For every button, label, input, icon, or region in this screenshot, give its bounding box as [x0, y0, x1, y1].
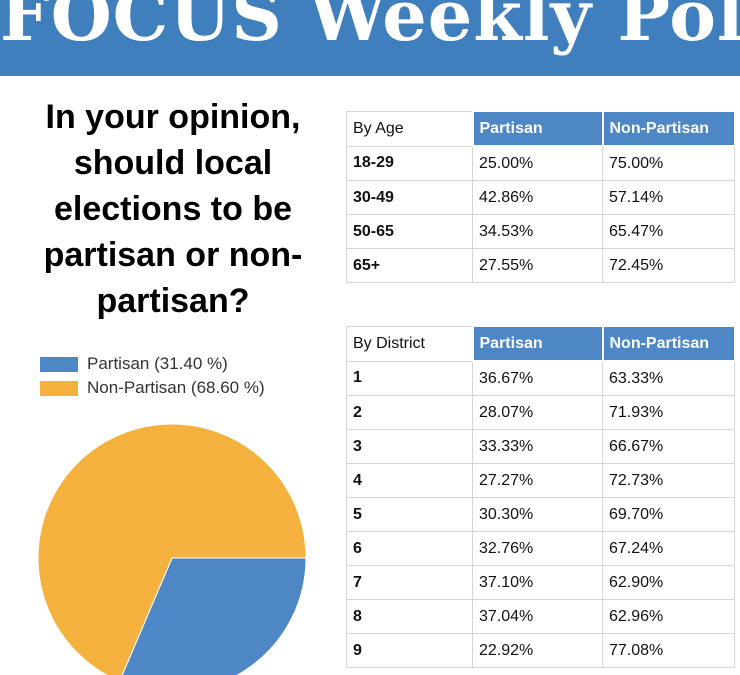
age-group: 18-29	[346, 145, 473, 181]
non-partisan-value: 72.45%	[602, 248, 735, 283]
district-table-header-partisan: Partisan	[471, 325, 604, 362]
pie-slice-partisan	[121, 557, 307, 675]
table-row: 8 37.04% 62.96%	[346, 599, 735, 634]
district-number: 3	[346, 429, 473, 464]
legend-swatch-non-partisan	[40, 380, 78, 396]
partisan-value: 36.67%	[472, 360, 603, 396]
partisan-value: 37.10%	[472, 565, 603, 600]
age-group: 65+	[346, 248, 473, 283]
banner: FOCUS Weekly Poll	[0, 0, 740, 76]
partisan-value: 34.53%	[472, 214, 603, 249]
age-table-header-row: By Age Partisan Non-Partisan	[346, 110, 736, 147]
table-row: 2 28.07% 71.93%	[346, 395, 735, 430]
table-row: 30-49 42.86% 57.14%	[346, 180, 735, 215]
table-row: 3 33.33% 66.67%	[346, 429, 735, 464]
legend-item-non-partisan: Non-Partisan (68.60 %)	[40, 376, 265, 400]
age-group: 30-49	[346, 180, 473, 215]
age-table-header-partisan: Partisan	[471, 110, 604, 147]
partisan-value: 27.27%	[472, 463, 603, 498]
table-row: 4 27.27% 72.73%	[346, 463, 735, 498]
age-group: 50-65	[346, 214, 473, 249]
district-number: 8	[346, 599, 473, 634]
non-partisan-value: 67.24%	[602, 531, 735, 566]
district-table-header-non-partisan: Non-Partisan	[601, 325, 736, 362]
district-table-header-row: By District Partisan Non-Partisan	[346, 325, 736, 362]
pie-legend: Partisan (31.40 %) Non-Partisan (68.60 %…	[40, 352, 265, 400]
table-row: 7 37.10% 62.90%	[346, 565, 735, 600]
non-partisan-value: 66.67%	[602, 429, 735, 464]
partisan-value: 33.33%	[472, 429, 603, 464]
partisan-value: 25.00%	[472, 145, 603, 181]
partisan-value: 22.92%	[472, 633, 603, 668]
partisan-value: 37.04%	[472, 599, 603, 634]
non-partisan-value: 71.93%	[602, 395, 735, 430]
district-table-header-label: By District	[346, 325, 473, 362]
non-partisan-value: 63.33%	[602, 360, 735, 396]
table-row: 50-65 34.53% 65.47%	[346, 214, 735, 249]
poll-question: In your opinion, should local elections …	[43, 98, 303, 320]
district-number: 9	[346, 633, 473, 668]
table-row: 9 22.92% 77.08%	[346, 633, 735, 668]
non-partisan-value: 57.14%	[602, 180, 735, 215]
banner-title: FOCUS Weekly Poll	[0, 0, 740, 57]
partisan-value: 42.86%	[472, 180, 603, 215]
legend-swatch-partisan	[40, 356, 78, 372]
district-number: 1	[346, 360, 473, 396]
partisan-value: 27.55%	[472, 248, 603, 283]
district-number: 4	[346, 463, 473, 498]
table-row: 1 36.67% 63.33%	[346, 360, 735, 396]
table-row: 5 30.30% 69.70%	[346, 497, 735, 532]
district-number: 2	[346, 395, 473, 430]
district-number: 5	[346, 497, 473, 532]
partisan-value: 28.07%	[472, 395, 603, 430]
district-table: By District Partisan Non-Partisan 1 36.6…	[346, 325, 736, 668]
table-row: 18-29 25.00% 75.00%	[346, 145, 735, 181]
non-partisan-value: 69.70%	[602, 497, 735, 532]
age-table-header-label: By Age	[346, 110, 473, 147]
age-table: By Age Partisan Non-Partisan 18-29 25.00…	[346, 110, 736, 283]
non-partisan-value: 62.96%	[602, 599, 735, 634]
non-partisan-value: 65.47%	[602, 214, 735, 249]
legend-label-non-partisan: Non-Partisan (68.60 %)	[87, 378, 265, 397]
pie-chart	[37, 423, 307, 675]
non-partisan-value: 75.00%	[602, 145, 735, 181]
partisan-value: 30.30%	[472, 497, 603, 532]
table-row: 65+ 27.55% 72.45%	[346, 248, 735, 283]
pie-slice-non-partisan	[37, 423, 307, 675]
legend-item-partisan: Partisan (31.40 %)	[40, 352, 265, 376]
non-partisan-value: 72.73%	[602, 463, 735, 498]
non-partisan-value: 62.90%	[602, 565, 735, 600]
district-number: 7	[346, 565, 473, 600]
legend-label-partisan: Partisan (31.40 %)	[87, 354, 228, 373]
non-partisan-value: 77.08%	[602, 633, 735, 668]
partisan-value: 32.76%	[472, 531, 603, 566]
district-number: 6	[346, 531, 473, 566]
table-row: 6 32.76% 67.24%	[346, 531, 735, 566]
age-table-header-non-partisan: Non-Partisan	[601, 110, 736, 147]
